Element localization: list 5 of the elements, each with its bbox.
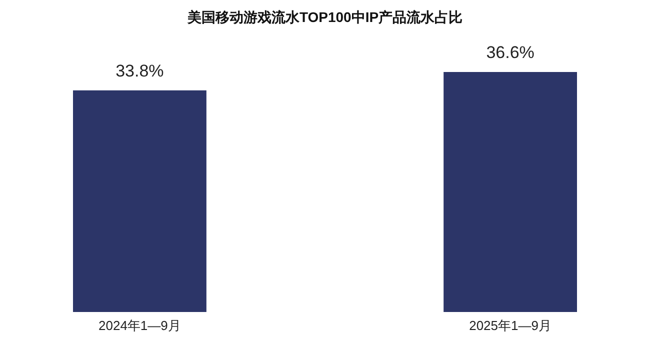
chart-title: 美国移动游戏流水TOP100中IP产品流水占比: [186, 9, 463, 25]
x-tick-label: 2024年1—9月: [98, 318, 181, 333]
data-label: 36.6%: [486, 43, 534, 62]
data-label: 33.8%: [116, 61, 164, 80]
x-tick-label: 2025年1—9月: [469, 318, 552, 333]
